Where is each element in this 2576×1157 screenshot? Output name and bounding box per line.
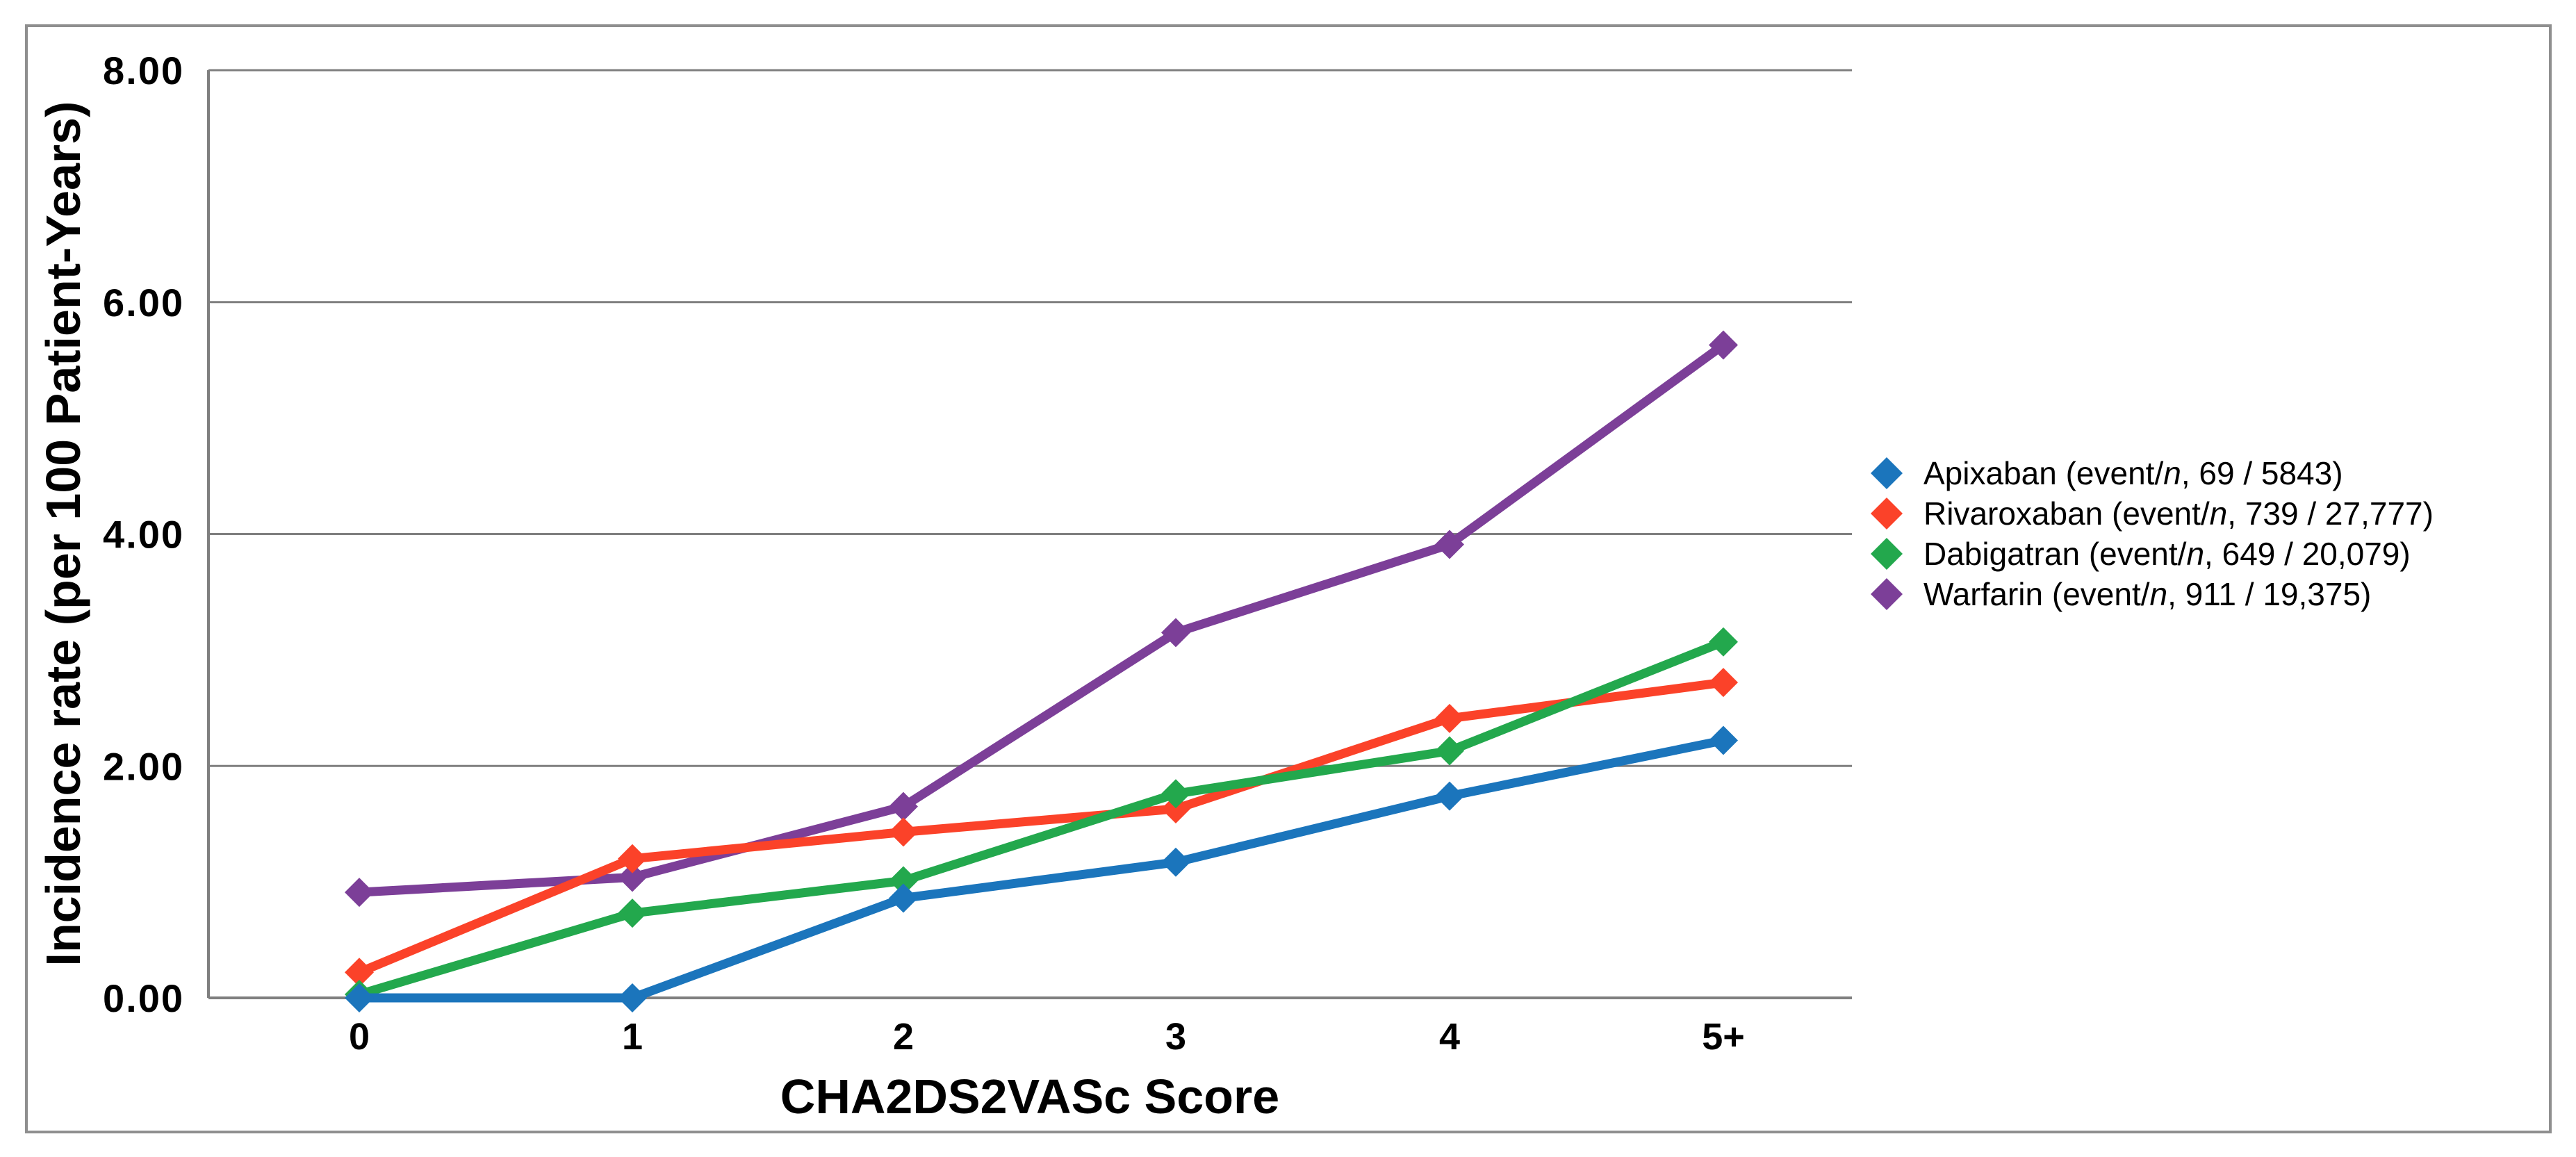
data-point-rivaroxaban-5+ — [1709, 668, 1738, 698]
y-tick-label: 0.00 — [103, 976, 184, 1020]
legend-label-tail: , 739 / 27,777) — [2227, 495, 2434, 532]
legend-label: Apixaban (event/n, 69 / 5843) — [1923, 455, 2343, 491]
data-point-dabigatran-3 — [1161, 779, 1190, 809]
x-axis-title: CHA2DS2VASc Score — [780, 1069, 1279, 1124]
legend-item-apixaban: Apixaban (event/n, 69 / 5843) — [1871, 455, 2343, 491]
x-tick-label: 3 — [1165, 1016, 1186, 1058]
data-point-dabigatran-4 — [1435, 736, 1464, 766]
series-line-apixaban — [354, 736, 1728, 1003]
data-point-warfarin-4 — [1435, 530, 1464, 559]
data-point-apixaban-5+ — [1709, 725, 1738, 755]
data-point-dabigatran-5+ — [1709, 627, 1738, 657]
legend-label-lead: Rivaroxaban (event/ — [1923, 495, 2210, 532]
legend-label: Rivaroxaban (event/n, 739 / 27,777) — [1923, 495, 2434, 532]
y-tick-labels: 0.00 2.00 4.00 6.00 8.00 — [103, 49, 184, 1020]
series-rivaroxaban — [345, 668, 1738, 987]
data-point-apixaban-1 — [618, 983, 647, 1012]
x-tick-labels: 0 1 2 3 4 5+ — [349, 1016, 1745, 1058]
data-point-rivaroxaban-2 — [889, 817, 918, 847]
series-line-warfarin — [354, 340, 1728, 897]
data-point-rivaroxaban-1 — [618, 844, 647, 873]
legend-label-lead: Dabigatran (event/ — [1923, 536, 2187, 572]
series-line-dabigatran — [354, 637, 1728, 999]
data-point-rivaroxaban-3 — [1161, 794, 1190, 823]
series-line-rivaroxaban — [354, 678, 1728, 977]
legend-label-tail: , 649 / 20,079) — [2204, 536, 2411, 572]
legend-item-dabigatran: Dabigatran (event/n, 649 / 20,079) — [1871, 536, 2411, 572]
y-tick-label: 4.00 — [103, 513, 184, 557]
data-point-apixaban-3 — [1161, 847, 1190, 877]
data-point-rivaroxaban-4 — [1435, 703, 1464, 733]
series-apixaban — [345, 725, 1738, 1012]
legend-label-italic-n: n — [2210, 495, 2228, 532]
data-point-dabigatran-1 — [618, 898, 647, 928]
diamond-marker-icon — [1871, 457, 1903, 489]
x-tick-label: 2 — [893, 1016, 914, 1058]
diamond-marker-icon — [1871, 578, 1903, 610]
legend: Apixaban (event/n, 69 / 5843)Rivaroxaban… — [1871, 455, 2434, 612]
legend-label-italic-n: n — [2150, 576, 2168, 612]
y-tick-label: 6.00 — [103, 281, 184, 325]
y-tick-label: 8.00 — [103, 49, 184, 92]
legend-label-italic-n: n — [2186, 536, 2204, 572]
y-axis-title: Incidence rate (per 100 Patient-Years) — [36, 101, 90, 967]
data-point-warfarin-3 — [1161, 618, 1190, 648]
figure-border — [25, 24, 2552, 1133]
diamond-marker-icon — [1871, 498, 1903, 530]
data-point-dabigatran-2 — [889, 866, 918, 896]
data-point-warfarin-2 — [889, 791, 918, 821]
data-point-apixaban-4 — [1435, 781, 1464, 811]
legend-label-italic-n: n — [2163, 455, 2181, 491]
y-tick-label: 2.00 — [103, 744, 184, 788]
x-tick-label: 4 — [1439, 1016, 1460, 1058]
data-point-warfarin-0 — [345, 878, 374, 908]
legend-label: Warfarin (event/n, 911 / 19,375) — [1923, 576, 2371, 612]
diamond-marker-icon — [1871, 538, 1903, 570]
legend-item-warfarin: Warfarin (event/n, 911 / 19,375) — [1871, 576, 2371, 612]
data-point-apixaban-2 — [889, 883, 918, 913]
x-tick-label: 0 — [349, 1016, 370, 1058]
plot-gridlines — [208, 69, 1852, 767]
legend-label-lead: Warfarin (event/ — [1923, 576, 2150, 612]
data-point-warfarin-1 — [618, 862, 647, 892]
x-tick-label: 1 — [622, 1016, 643, 1058]
legend-item-rivaroxaban: Rivaroxaban (event/n, 739 / 27,777) — [1871, 495, 2434, 532]
legend-label-tail: , 911 / 19,375) — [2167, 576, 2371, 612]
x-tick-label: 5+ — [1702, 1016, 1745, 1058]
series-lines — [345, 330, 1738, 1012]
legend-label: Dabigatran (event/n, 649 / 20,079) — [1923, 536, 2411, 572]
data-point-rivaroxaban-0 — [345, 958, 374, 987]
data-point-warfarin-5+ — [1709, 330, 1738, 360]
legend-label-lead: Apixaban (event/ — [1923, 455, 2163, 491]
legend-label-tail: , 69 / 5843) — [2181, 455, 2343, 491]
data-point-apixaban-0 — [345, 983, 374, 1012]
